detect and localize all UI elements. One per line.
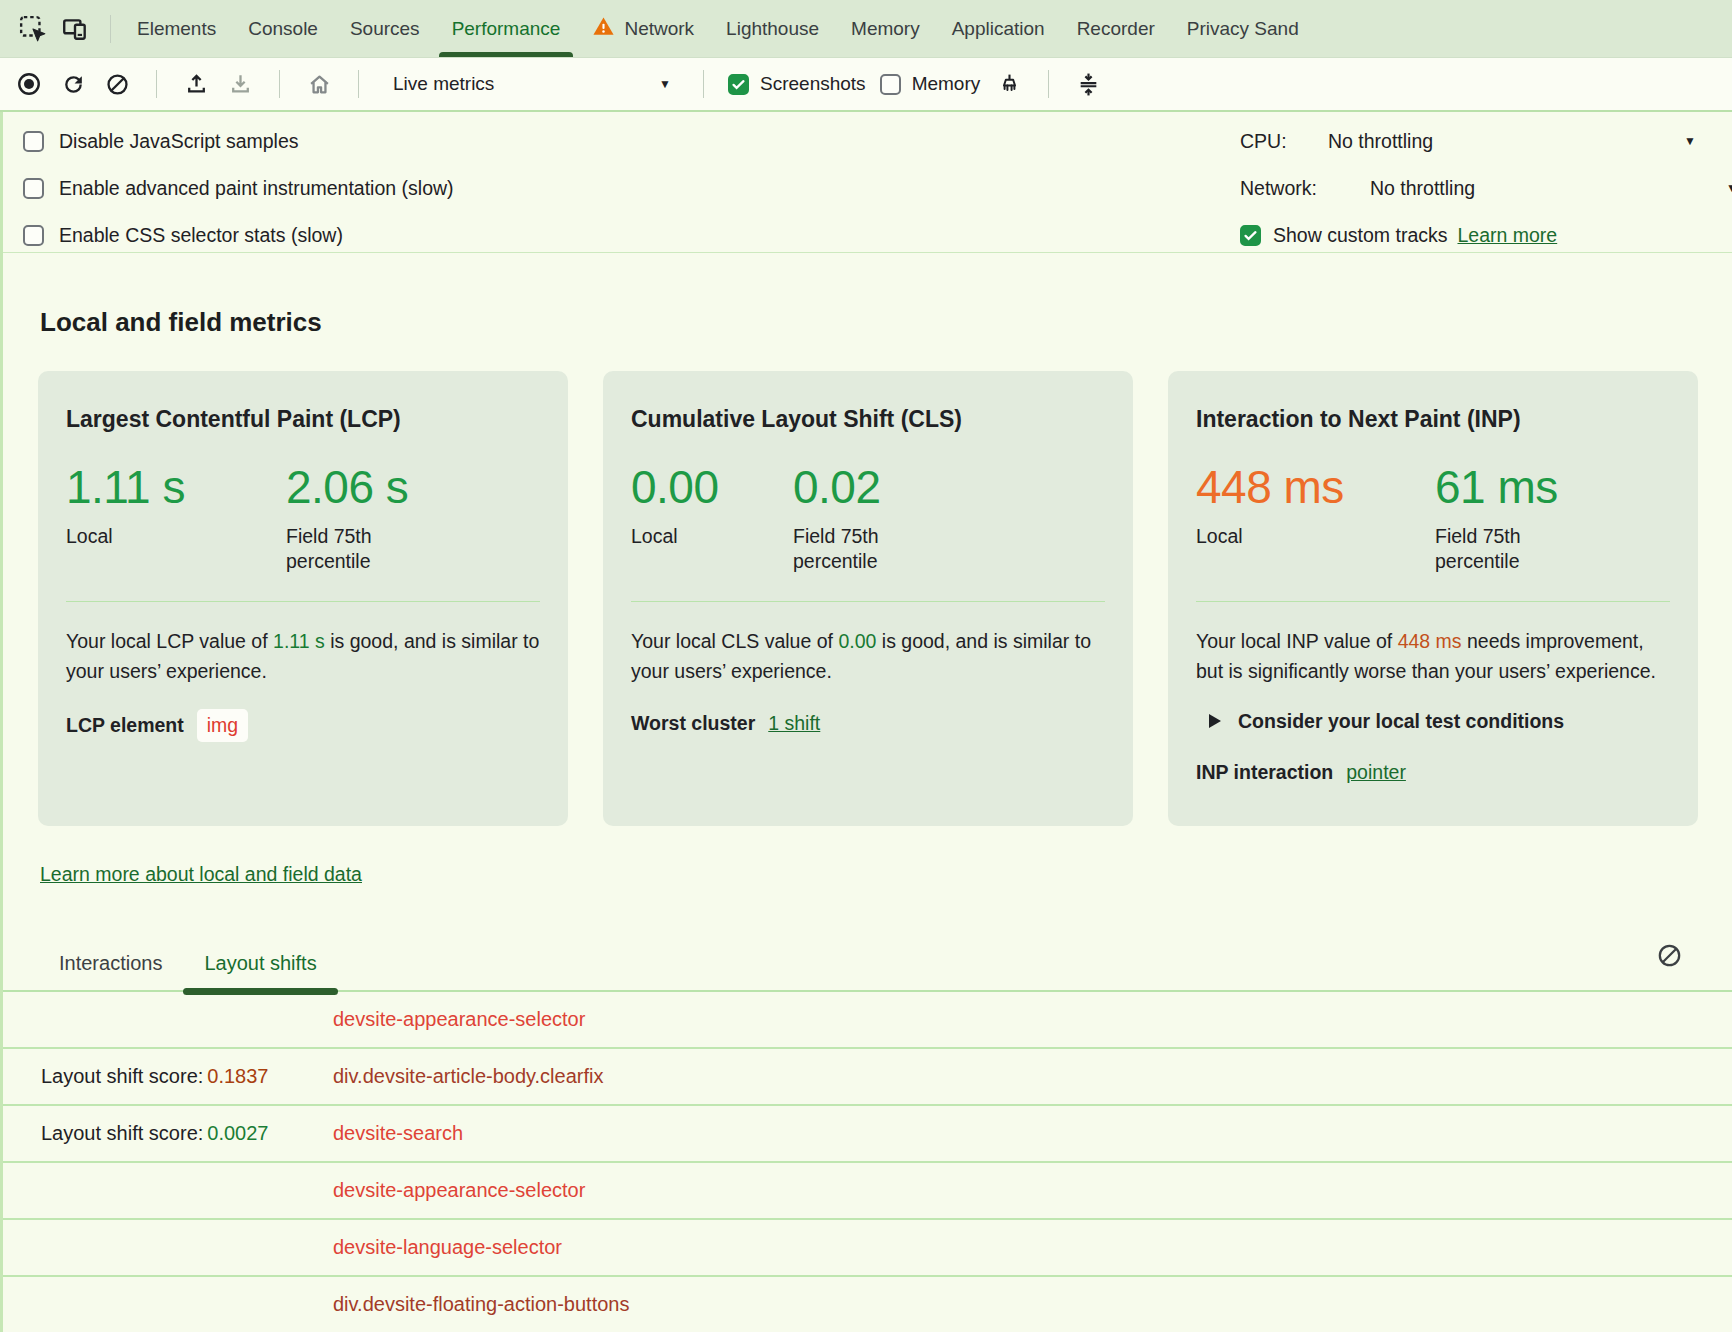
checkbox-checked-icon[interactable]	[1240, 225, 1261, 246]
chevron-down-icon[interactable]: ▼	[1726, 181, 1732, 195]
worst-cluster-link[interactable]: 1 shift	[768, 709, 820, 737]
divider	[156, 70, 157, 98]
inp-description: Your local INP value of 448 ms needs imp…	[1196, 627, 1670, 686]
inp-card-title: Interaction to Next Paint (INP)	[1196, 403, 1670, 436]
layout-shift-row[interactable]: Layout shift score:0.1837 div.devsite-ar…	[3, 1049, 1732, 1106]
inspect-element-icon[interactable]	[16, 12, 50, 46]
tab-sources[interactable]: Sources	[334, 0, 436, 57]
divider	[279, 70, 280, 98]
cpu-throttling-row: CPU: No throttling ▼	[1240, 124, 1732, 158]
tab-memory[interactable]: Memory	[835, 0, 936, 57]
cls-description: Your local CLS value of 0.00 is good, an…	[631, 627, 1105, 686]
tab-layout-shifts[interactable]: Layout shifts	[183, 952, 337, 990]
divider	[703, 70, 704, 98]
save-profile-icon[interactable]	[225, 69, 255, 99]
learn-more-link[interactable]: Learn more	[1457, 224, 1557, 247]
cls-card: Cumulative Layout Shift (CLS) 0.00 Local…	[603, 371, 1133, 826]
tab-application[interactable]: Application	[936, 0, 1061, 57]
learn-more-field-data-link[interactable]: Learn more about local and field data	[40, 863, 362, 886]
throttling-settings: CPU: No throttling ▼ Network: No throttl…	[1240, 124, 1732, 265]
warning-icon	[592, 15, 615, 43]
divider	[631, 601, 1105, 602]
tab-interactions[interactable]: Interactions	[38, 952, 183, 990]
tab-performance[interactable]: Performance	[436, 0, 577, 57]
local-test-conditions-disclosure[interactable]: Consider your local test conditions	[1196, 707, 1670, 735]
network-throttling-row: Network: No throttling ▼	[1240, 171, 1732, 205]
layout-shift-row[interactable]: div.devsite-floating-action-buttons	[3, 1277, 1732, 1332]
element-link[interactable]: devsite-appearance-selector	[333, 1008, 585, 1030]
device-toolbar-icon[interactable]	[58, 12, 92, 46]
load-profile-icon[interactable]	[181, 69, 211, 99]
cls-card-title: Cumulative Layout Shift (CLS)	[631, 403, 1105, 436]
tab-lighthouse[interactable]: Lighthouse	[710, 0, 835, 57]
memory-checkbox[interactable]: Memory	[880, 73, 981, 95]
lcp-element-chip[interactable]: img	[197, 709, 248, 742]
cls-local-value: 0.00	[631, 463, 793, 511]
devtools-window: Elements Console Sources Performance Net…	[0, 0, 1732, 1332]
inp-interaction-link[interactable]: pointer	[1346, 758, 1406, 786]
element-link[interactable]: div.devsite-floating-action-buttons	[333, 1293, 629, 1315]
layout-shift-row[interactable]: devsite-appearance-selector	[3, 1163, 1732, 1220]
lcp-local-value: 1.11 s	[66, 463, 286, 511]
capture-settings: Disable JavaScript samples Enable advanc…	[3, 112, 1732, 253]
section-heading: Local and field metrics	[40, 307, 1696, 338]
lcp-field-value: 2.06 s	[286, 463, 408, 511]
record-icon[interactable]	[14, 69, 44, 99]
layout-shift-row[interactable]: devsite-language-selector	[3, 1220, 1732, 1277]
element-link[interactable]: devsite-appearance-selector	[333, 1179, 585, 1201]
divider	[110, 15, 111, 43]
checkbox-unchecked-icon[interactable]	[23, 225, 44, 246]
layout-shift-rows: devsite-appearance-selector Layout shift…	[3, 992, 1732, 1332]
clear-log-icon[interactable]	[1654, 940, 1684, 970]
shift-score: 0.1837	[207, 1065, 268, 1087]
element-link[interactable]: devsite-search	[333, 1122, 463, 1144]
checkbox-unchecked-icon	[880, 74, 901, 95]
collect-garbage-icon[interactable]	[994, 69, 1024, 99]
performance-toolbar: Live metrics ▼ Screenshots Memory	[0, 58, 1732, 112]
local-field-metrics-section: Local and field metrics Largest Contentf…	[3, 253, 1732, 886]
tab-network[interactable]: Network	[576, 0, 710, 57]
checkbox-unchecked-icon[interactable]	[23, 131, 44, 152]
checkbox-checked-icon	[728, 74, 749, 95]
divider	[66, 601, 540, 602]
inp-field-value: 61 ms	[1435, 463, 1558, 511]
devtools-tabbar: Elements Console Sources Performance Net…	[0, 0, 1732, 58]
triangle-right-icon	[1209, 714, 1221, 728]
live-metrics-log: Interactions Layout shifts devsite-appea…	[3, 930, 1732, 1332]
divider	[1048, 70, 1049, 98]
shift-score: 0.0027	[207, 1122, 268, 1144]
home-icon[interactable]	[304, 69, 334, 99]
divider	[1196, 601, 1670, 602]
chevron-down-icon: ▼	[659, 77, 671, 91]
divider	[358, 70, 359, 98]
custom-tracks-row: Show custom tracks Learn more	[1240, 218, 1732, 252]
cpu-throttling-select[interactable]: No throttling	[1328, 130, 1433, 153]
clear-icon[interactable]	[102, 69, 132, 99]
layout-shift-row[interactable]: Layout shift score:0.0027 devsite-search	[3, 1106, 1732, 1163]
tab-elements[interactable]: Elements	[121, 0, 232, 57]
lcp-card: Largest Contentful Paint (LCP) 1.11 s Lo…	[38, 371, 568, 826]
screenshots-checkbox[interactable]: Screenshots	[728, 73, 866, 95]
chevron-down-icon[interactable]: ▼	[1684, 134, 1696, 148]
reload-record-icon[interactable]	[58, 69, 88, 99]
inp-local-value: 448 ms	[1196, 463, 1435, 511]
lcp-card-title: Largest Contentful Paint (LCP)	[66, 403, 540, 436]
cls-field-value: 0.02	[793, 463, 905, 511]
lcp-description: Your local LCP value of 1.11 s is good, …	[66, 627, 540, 686]
network-throttling-select[interactable]: No throttling	[1370, 177, 1475, 200]
shrink-panel-icon[interactable]	[1073, 69, 1103, 99]
inp-card: Interaction to Next Paint (INP) 448 ms L…	[1168, 371, 1698, 826]
element-link[interactable]: div.devsite-article-body.clearfix	[333, 1065, 603, 1087]
tab-console[interactable]: Console	[232, 0, 334, 57]
tab-privacy-sandbox[interactable]: Privacy Sand	[1171, 0, 1315, 57]
element-link[interactable]: devsite-language-selector	[333, 1236, 562, 1258]
log-tabs: Interactions Layout shifts	[3, 930, 1732, 992]
history-select[interactable]: Live metrics ▼	[383, 69, 679, 99]
performance-panel-body: Disable JavaScript samples Enable advanc…	[0, 112, 1732, 1332]
checkbox-unchecked-icon[interactable]	[23, 178, 44, 199]
tab-recorder[interactable]: Recorder	[1061, 0, 1171, 57]
layout-shift-row[interactable]: devsite-appearance-selector	[3, 992, 1732, 1049]
